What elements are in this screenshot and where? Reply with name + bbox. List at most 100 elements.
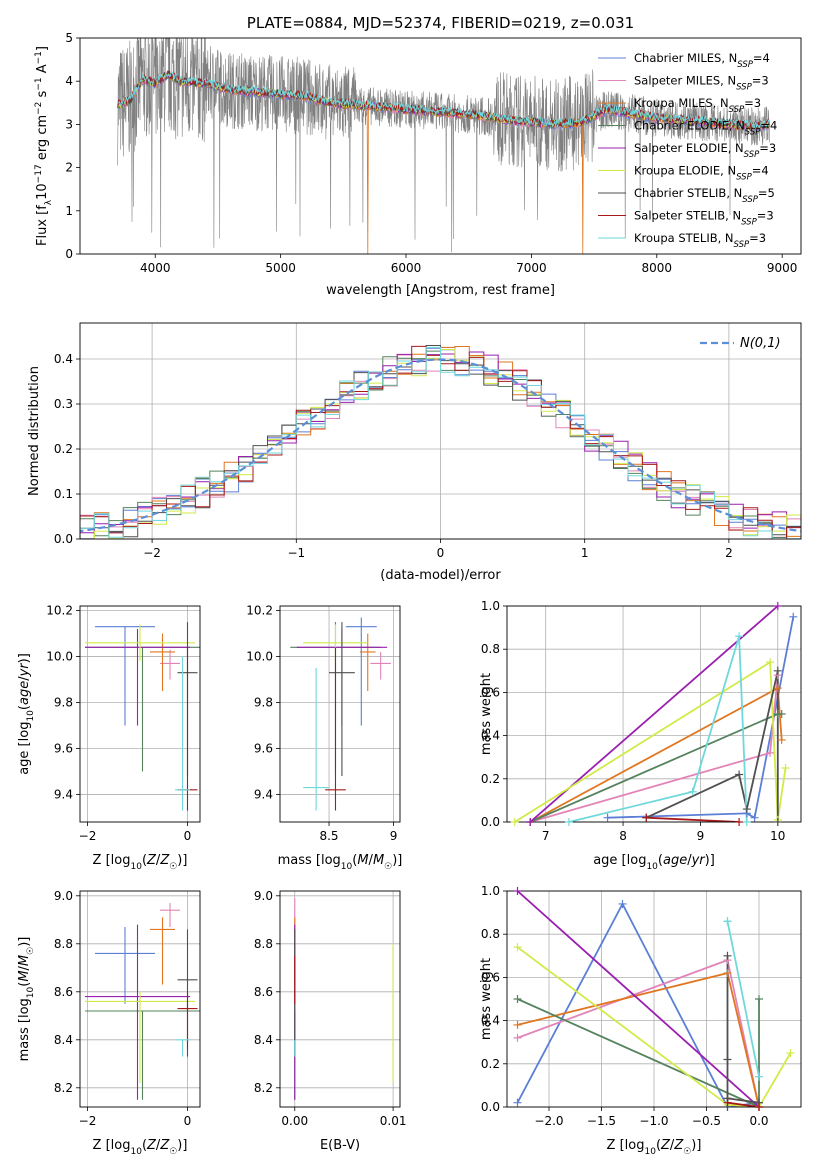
- legend-entry: Chabrier STELIB, NSSP=5: [634, 186, 775, 205]
- weight-point-marker: [735, 632, 744, 641]
- mass-weight-vs-metallicity-panel: −2.0 −1.5 −1.0 −0.5 0.0 0.0 0.2 0.4 0.6 0.8 1.0 Z […: [479, 884, 802, 1157]
- label-part: Z [log: [607, 1138, 645, 1153]
- y-tick-label: 8.4: [54, 1033, 73, 1047]
- label-part: Flux [f: [35, 205, 50, 246]
- weight-line-salpeter-miles: [529, 675, 779, 822]
- plot-area: [80, 345, 801, 539]
- label-part: Z [log: [93, 853, 131, 868]
- legend-text: Kroupa ELODIE, N: [634, 164, 736, 178]
- label-part: )]: [705, 853, 715, 868]
- plot-area: [514, 606, 795, 822]
- weight-point-marker: [513, 1033, 522, 1042]
- x-axis-label: mass [log10(M/M☉)]: [278, 853, 403, 872]
- label-part: (: [17, 705, 32, 710]
- weight-point-marker: [642, 813, 651, 822]
- spectrum-panel: 4000 5000 6000 7000 8000 9000 0 1 2 3 4 5 PLATE=0884…: [34, 14, 802, 298]
- label-part: Z [log: [93, 1138, 131, 1153]
- legend-suffix: =3: [744, 96, 761, 110]
- legend-entry: N(0,1): [740, 336, 781, 351]
- weight-point-marker: [723, 1098, 732, 1107]
- weight-point-marker: [735, 770, 744, 779]
- weight-line-salpeter-stelib: [727, 1101, 760, 1107]
- plot-area: [117, 38, 771, 254]
- weight-line-kroupa-stelib: [726, 921, 760, 1077]
- y-tick-label: 0.6: [481, 970, 500, 984]
- y-tick-label: 8.8: [54, 937, 73, 951]
- label-part: /: [17, 965, 32, 970]
- x-tick-label: 8: [619, 829, 627, 843]
- weight-point-marker: [688, 787, 697, 796]
- label-part: mass [log: [17, 998, 32, 1061]
- mass-vs-metallicity-panel: −2 08.28.48.68.89.0Z [log10(Z/Z☉)]mass [l…: [17, 889, 201, 1157]
- label-part: /: [670, 1138, 675, 1153]
- weight-point-marker: [766, 658, 775, 667]
- x-axis-label: (data-model)/error: [380, 568, 501, 583]
- weight-line-chabrier-elodie: [517, 998, 760, 1107]
- label-part: )]: [17, 937, 32, 947]
- mass-vs-ebv-panel: 0.00 0.01 8.2 8.4 8.6 8.8 9.0 E(B-V): [254, 889, 407, 1153]
- x-tick-label: 8000: [642, 261, 673, 275]
- weight-point-marker: [513, 995, 522, 1003]
- label-part: )]: [691, 1138, 701, 1153]
- label-part: yr: [691, 853, 707, 868]
- y-tick-label: 2: [65, 161, 73, 175]
- x-tick-label: 0: [184, 829, 192, 843]
- y-tick-label: 8.8: [254, 937, 273, 951]
- label-part: A: [35, 64, 50, 77]
- x-tick-label: 9: [390, 829, 398, 843]
- x-tick-label: −2.0: [534, 1114, 563, 1128]
- legend-suffix: =4: [760, 119, 777, 133]
- label-part: 10: [26, 710, 36, 722]
- label-part: M: [17, 955, 32, 966]
- y-tick-label: 8.2: [254, 1081, 273, 1095]
- y-tick-label: 9.6: [54, 741, 73, 755]
- label-part: 10: [646, 862, 658, 872]
- x-tick-label: 9: [697, 829, 705, 843]
- y-tick-label: 9.0: [254, 889, 273, 903]
- label-part: Z: [673, 1138, 684, 1153]
- weight-line-kroupa-stelib: [568, 635, 748, 822]
- label-part: 10: [26, 986, 36, 998]
- legend-entry: Salpeter ELODIE, NSSP=3: [634, 141, 776, 160]
- y-tick-label: 9.8: [54, 696, 73, 710]
- label-part: /: [156, 1138, 161, 1153]
- legend-suffix: =3: [749, 231, 766, 245]
- weight-line-kroupa-elodie: [516, 946, 792, 1107]
- y-tick-label: 0.4: [481, 729, 500, 743]
- plot-area: [85, 903, 200, 1100]
- x-axis-label: Z [log10(Z/Z☉)]: [93, 1138, 188, 1157]
- weight-point-marker: [513, 1098, 522, 1107]
- axes-frame: [79, 37, 802, 255]
- label-part: 10: [130, 862, 142, 872]
- label-part: 10: [341, 862, 353, 872]
- x-tick-label: 0.01: [380, 1114, 407, 1128]
- label-part: ☉: [384, 862, 392, 872]
- label-part: age: [17, 681, 32, 705]
- axes-frame: [506, 890, 802, 1108]
- y-tick-label: 3: [65, 117, 73, 131]
- label-part: M: [373, 853, 384, 868]
- y-tick-label: 10.2: [246, 604, 273, 618]
- y-tick-label: 0.4: [481, 1014, 500, 1028]
- y-axis-label: Normed distribution: [27, 366, 42, 496]
- x-tick-label: 8.5: [319, 829, 338, 843]
- label-part: ]: [35, 46, 50, 51]
- legend-entry: Chabrier MILES, NSSP=4: [634, 51, 770, 70]
- weight-point-marker: [735, 818, 744, 826]
- label-part: Z: [159, 853, 170, 868]
- label-part: −2: [34, 102, 44, 115]
- label-part: ☉: [26, 947, 36, 955]
- y-tick-label: 0.2: [481, 1057, 500, 1071]
- weight-point-marker: [564, 818, 573, 826]
- axes-frame: [279, 890, 401, 1108]
- label-part: 10: [130, 1147, 142, 1157]
- y-tick-label: 9.0: [54, 889, 73, 903]
- chart-title: PLATE=0884, MJD=52374, FIBERID=0219, z=0…: [247, 14, 634, 32]
- y-tick-label: 0: [65, 247, 73, 261]
- label-part: ☉: [169, 862, 177, 872]
- label-part: −1: [34, 77, 44, 90]
- legend-entry: Salpeter STELIB, NSSP=3: [634, 209, 774, 228]
- y-axis-label: mass weight: [479, 958, 494, 1040]
